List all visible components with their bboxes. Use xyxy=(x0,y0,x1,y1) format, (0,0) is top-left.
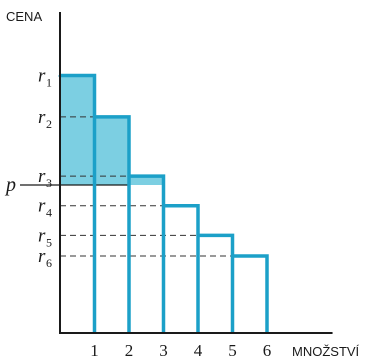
x-tick-label: 2 xyxy=(125,341,134,358)
price-level-label: r xyxy=(38,65,46,86)
x-tick-labels: 1 2 3 4 5 6 xyxy=(90,341,271,358)
demand-step-bar xyxy=(163,203,200,333)
surplus-block xyxy=(60,75,95,185)
x-tick-label: 1 xyxy=(90,341,99,358)
demand-step-bar xyxy=(198,233,235,333)
price-line-label: p xyxy=(4,174,16,196)
demand-step-bar xyxy=(232,254,269,333)
demand-step-bar xyxy=(129,174,166,333)
price-level-subscript: 5 xyxy=(46,235,52,249)
consumer-surplus-area xyxy=(60,75,164,185)
axis-labels: CENA MNOŽSTVÍ xyxy=(6,9,360,358)
x-tick-label: 5 xyxy=(228,341,237,358)
surplus-block xyxy=(129,176,164,185)
demand-step-bar xyxy=(60,73,97,333)
price-level-subscript: 4 xyxy=(46,206,52,220)
x-tick-label: 6 xyxy=(263,341,272,358)
price-level-label: r xyxy=(38,107,46,128)
price-level-subscript: 1 xyxy=(46,75,52,89)
x-tick-label: 3 xyxy=(159,341,168,358)
price-level-label: r xyxy=(38,196,46,217)
price-level-label: r xyxy=(38,225,46,246)
y-axis-title: CENA xyxy=(6,9,42,24)
surplus-block xyxy=(94,116,129,185)
price-level-labels: r 1r 2r 3r 4r 5r 6p xyxy=(4,65,52,270)
price-level-label: r xyxy=(38,246,46,267)
x-tick-label: 4 xyxy=(194,341,203,358)
demand-step-bar xyxy=(94,115,131,333)
price-level-subscript: 6 xyxy=(46,256,52,270)
price-level-subscript: 2 xyxy=(46,117,52,131)
axes xyxy=(59,12,333,334)
price-level-subscript: 3 xyxy=(46,176,52,190)
x-axis-title: MNOŽSTVÍ xyxy=(292,344,360,358)
price-level-label: r xyxy=(38,166,46,187)
demand-steps xyxy=(58,73,269,333)
